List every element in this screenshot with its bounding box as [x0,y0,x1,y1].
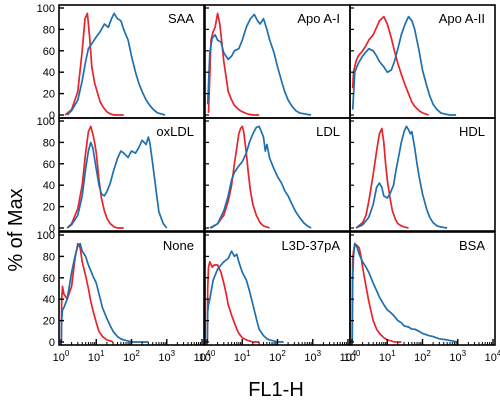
y-tick-label: 20 [43,316,55,328]
y-tick-label: 20 [43,202,55,214]
panel-oxldl: oxLDL 0 20 40 60 80 100 [37,116,205,235]
y-tick-label: 60 [43,273,55,285]
x-tick-label: 102 [123,349,140,364]
y-tick-label: 60 [43,159,55,171]
panel-label: LDL [316,124,340,139]
panel-label: BSA [459,238,485,253]
panels-layer: SAA 0 20 40 60 80 100 Apo A-I Apo A-II oxLDL 0 20 40… [37,3,500,364]
control-histogram-line [66,125,124,229]
control-histogram-line [355,127,409,229]
x-tick-label: 104 [485,349,500,364]
panel-label: Apo A-II [439,11,485,26]
panel-label: None [163,238,194,253]
control-histogram-line [207,12,260,116]
sample-histogram-line [60,242,149,343]
x-tick-label: 103 [304,349,321,364]
panel-label: L3D-37pA [281,238,340,253]
panel-hdl: HDL [349,117,496,232]
x-tick-label: 100 [199,349,216,364]
panel-bsa: BSA 100 101 102 103 104 [344,231,500,364]
y-tick-label: 0 [49,337,55,349]
y-tick-label: 40 [43,180,55,192]
panel-saa: SAA 0 20 40 60 80 100 [37,3,205,122]
x-tick-label: 100 [344,349,361,364]
x-tick-label: 104 [194,349,211,364]
y-tick-label: 40 [43,67,55,79]
x-axis-title: FL1-H [248,379,304,401]
sample-histogram-line [206,13,312,116]
y-tick-label: 80 [43,251,55,263]
y-tick-label: 80 [43,24,55,36]
sample-histogram-line [209,125,312,229]
control-histogram-line [210,125,270,229]
sample-histogram-line [206,250,284,343]
control-histogram-line [64,12,124,116]
y-tick-label: 80 [43,137,55,149]
x-tick-label: 101 [379,349,396,364]
y-tick-label: 0 [49,110,55,122]
control-histogram-line [60,242,114,343]
x-tick-label: 104 [340,349,357,364]
sample-histogram-line [351,15,457,116]
x-tick-label: 100 [53,349,70,364]
panel-label: SAA [168,11,194,26]
control-histogram-line [206,260,260,343]
panel-label: Apo A-I [297,11,340,26]
x-tick-label: 103 [449,349,466,364]
panel-label: oxLDL [156,124,194,139]
y-tick-label: 60 [43,46,55,58]
panel-ldl: LDL [204,117,351,232]
sample-histogram-line [66,12,166,116]
y-tick-label: 100 [37,230,55,242]
x-tick-label: 102 [414,349,431,364]
panel-frame [58,117,205,232]
y-tick-label: 0 [49,223,55,235]
x-tick-label: 102 [269,349,286,364]
panel-label: HDL [459,124,485,139]
panel-none: None 0 20 40 60 80 100 100 101 102 103 104 [37,230,211,364]
y-tick-label: 100 [37,3,55,15]
panel-l3d-37pa: L3D-37pA 100 101 102 103 104 [199,231,357,364]
y-axis-title: % of Max [5,188,27,271]
y-tick-label: 40 [43,294,55,306]
x-tick-label: 103 [158,349,175,364]
control-histogram-line [351,15,429,116]
sample-histogram-line [351,242,458,343]
panel-apo-a-i: Apo A-I [204,4,351,119]
sample-histogram-line [66,136,168,229]
panel-frame [349,117,496,232]
sample-histogram-line [355,125,448,229]
y-tick-label: 20 [43,89,55,101]
y-tick-label: 100 [37,116,55,128]
panel-apo-a-ii: Apo A-II [349,4,496,119]
x-tick-label: 101 [88,349,105,364]
x-tick-label: 101 [234,349,251,364]
